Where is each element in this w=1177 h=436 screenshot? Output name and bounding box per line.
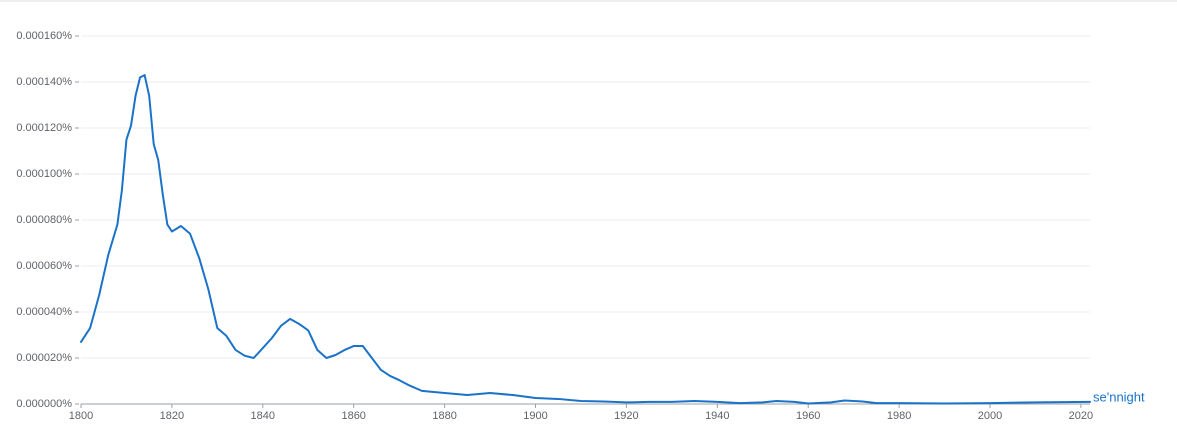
x-tick-label: 1960 <box>796 410 820 422</box>
y-tick-label: 0.000080% <box>16 214 72 226</box>
y-tick-label: 0.000120% <box>16 122 72 134</box>
y-tick-label: 0.000040% <box>16 306 72 318</box>
x-tick-label: 1800 <box>69 410 93 422</box>
x-tick-label: 1840 <box>251 410 275 422</box>
y-tick-label: 0.000160% <box>16 30 72 42</box>
series-line <box>80 74 1091 405</box>
x-tick-label: 1820 <box>160 410 184 422</box>
series-label: se'nnight <box>1093 389 1145 404</box>
y-tick-label: 0.000060% <box>16 260 72 272</box>
y-tick-label: 0.000020% <box>16 352 72 364</box>
x-tick-label: 1920 <box>614 410 638 422</box>
y-tick-label: 0.000100% <box>16 168 72 180</box>
x-tick-label: 1880 <box>432 410 456 422</box>
x-tick-label: 1860 <box>341 410 365 422</box>
x-tick-label: 2000 <box>978 410 1002 422</box>
x-tick-label: 1980 <box>887 410 911 422</box>
x-tick-label: 2020 <box>1069 410 1093 422</box>
x-tick-label: 1900 <box>523 410 547 422</box>
x-tick-label: 1940 <box>705 410 729 422</box>
y-tick-label: 0.000000% <box>16 398 72 410</box>
y-tick-label: 0.000140% <box>16 76 72 88</box>
